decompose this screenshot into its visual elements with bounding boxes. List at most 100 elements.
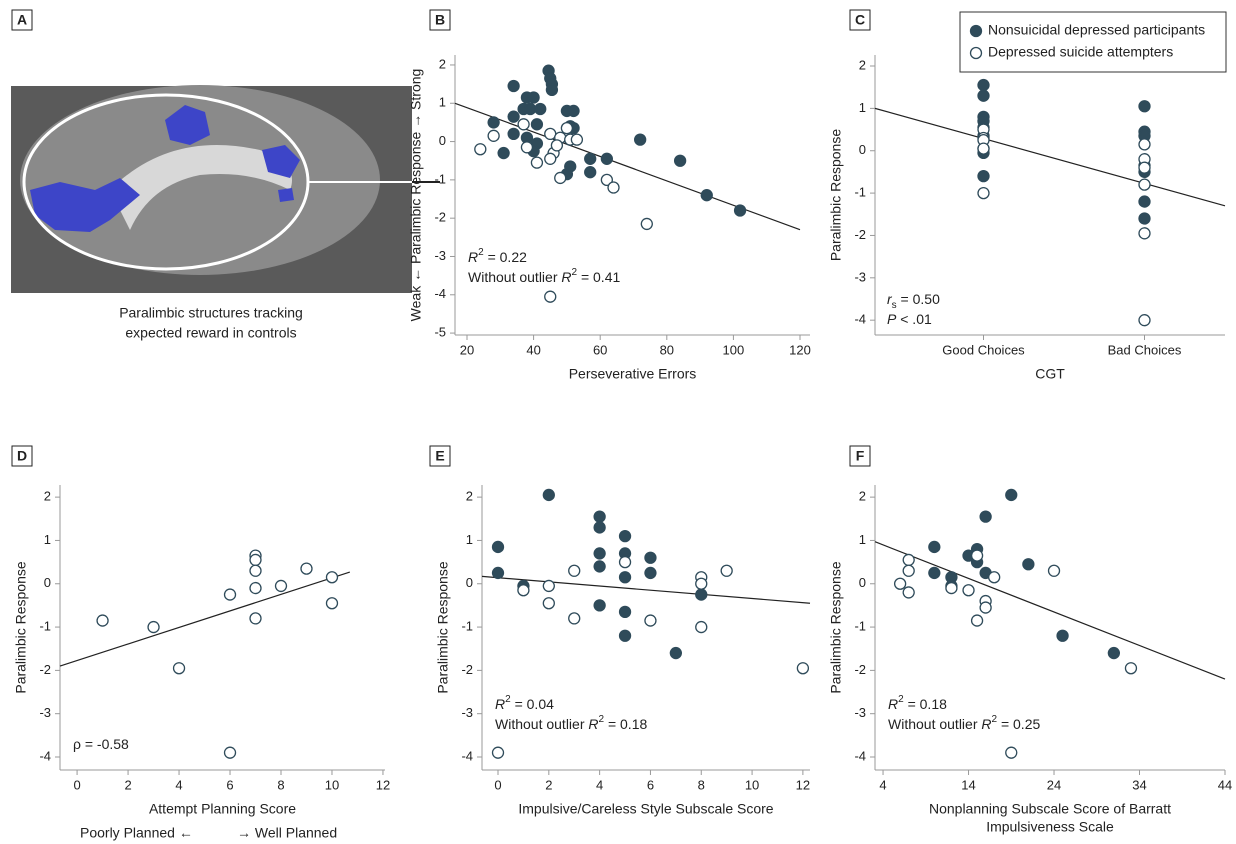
point — [250, 565, 261, 576]
point — [148, 622, 159, 633]
point — [620, 531, 631, 542]
point — [972, 550, 983, 561]
point — [498, 148, 509, 159]
point — [645, 552, 656, 563]
annotation: P < .01 — [887, 311, 932, 327]
point — [594, 548, 605, 559]
fit-line — [455, 103, 800, 229]
x-axis-label: Impulsiveness Scale — [986, 819, 1114, 835]
x-tick-label: 6 — [647, 777, 654, 792]
y-tick-label: 1 — [859, 532, 866, 547]
point — [543, 489, 554, 500]
panel-label: A — [17, 12, 27, 28]
text-part: R — [495, 696, 505, 712]
point — [488, 117, 499, 128]
y-axis-label: Paralimbic Response — [828, 129, 844, 261]
x-tick-label: 40 — [526, 342, 540, 357]
point — [1139, 162, 1150, 173]
x-tick-label: 14 — [961, 777, 975, 792]
point — [551, 140, 562, 151]
point — [1006, 747, 1017, 758]
activation — [278, 188, 294, 202]
text-part: ρ = -0.58 — [73, 736, 129, 752]
point — [929, 567, 940, 578]
x-axis-label: CGT — [1035, 366, 1065, 382]
point — [1139, 228, 1150, 239]
point — [508, 81, 519, 92]
point — [1006, 489, 1017, 500]
y-tick-label: 1 — [44, 532, 51, 547]
y-tick-label: 0 — [44, 575, 51, 590]
y-tick-label: -3 — [461, 705, 473, 720]
text-part: = 0.25 — [997, 716, 1040, 732]
point — [585, 167, 596, 178]
x-tick-label: 34 — [1132, 777, 1146, 792]
point — [535, 104, 546, 115]
x-tick-label: Good Choices — [942, 342, 1025, 357]
point — [594, 561, 605, 572]
point — [696, 589, 707, 600]
y-tick-label: -1 — [461, 619, 473, 634]
point — [903, 554, 914, 565]
point — [97, 615, 108, 626]
point — [488, 130, 499, 141]
text-part: = 0.18 — [904, 696, 947, 712]
y-tick-label: -4 — [39, 748, 51, 763]
point — [174, 663, 185, 674]
x-tick-label: 80 — [660, 342, 674, 357]
annotation: R2 = 0.04 — [495, 694, 554, 712]
point — [620, 572, 631, 583]
x-tick-label: 2 — [124, 777, 131, 792]
point — [546, 84, 557, 95]
point — [531, 157, 542, 168]
annotation: ρ = -0.58 — [73, 736, 129, 752]
point — [543, 580, 554, 591]
point — [670, 648, 681, 659]
point — [543, 598, 554, 609]
point — [696, 578, 707, 589]
legend-marker — [971, 48, 982, 59]
point — [620, 630, 631, 641]
x-tick-label: 120 — [789, 342, 811, 357]
point — [594, 600, 605, 611]
point — [518, 119, 529, 130]
point — [493, 541, 504, 552]
x-tick-label: 10 — [745, 777, 759, 792]
point — [978, 90, 989, 101]
y-tick-label: -1 — [854, 619, 866, 634]
point — [1023, 559, 1034, 570]
point — [903, 565, 914, 576]
point — [301, 563, 312, 574]
y-tick-label: 2 — [859, 489, 866, 504]
panel-label: C — [855, 12, 865, 28]
x-tick-label: Bad Choices — [1108, 342, 1182, 357]
legend-marker — [971, 26, 982, 37]
text-part: = 0.22 — [484, 249, 527, 265]
x-tick-label: 60 — [593, 342, 607, 357]
footnote: Poorly Planned ← — [80, 825, 193, 841]
point — [641, 218, 652, 229]
text-part: < .01 — [896, 311, 932, 327]
y-tick-label: -3 — [434, 248, 446, 263]
text-part: Without outlier — [468, 269, 561, 285]
point — [989, 572, 1000, 583]
point — [555, 172, 566, 183]
point — [721, 565, 732, 576]
text-part: R — [981, 716, 991, 732]
point — [972, 615, 983, 626]
y-tick-label: 0 — [439, 133, 446, 148]
y-tick-label: 2 — [466, 489, 473, 504]
annotation: Without outlier R2 = 0.41 — [468, 267, 620, 285]
point — [1139, 139, 1150, 150]
y-tick-label: 2 — [44, 489, 51, 504]
x-tick-label: 4 — [596, 777, 603, 792]
point — [225, 747, 236, 758]
y-tick-label: -2 — [434, 210, 446, 225]
point — [569, 565, 580, 576]
point — [225, 589, 236, 600]
panel-label: D — [17, 448, 27, 464]
point — [601, 153, 612, 164]
y-tick-label: 1 — [466, 532, 473, 547]
point — [493, 567, 504, 578]
annotation: Without outlier R2 = 0.18 — [495, 714, 647, 732]
